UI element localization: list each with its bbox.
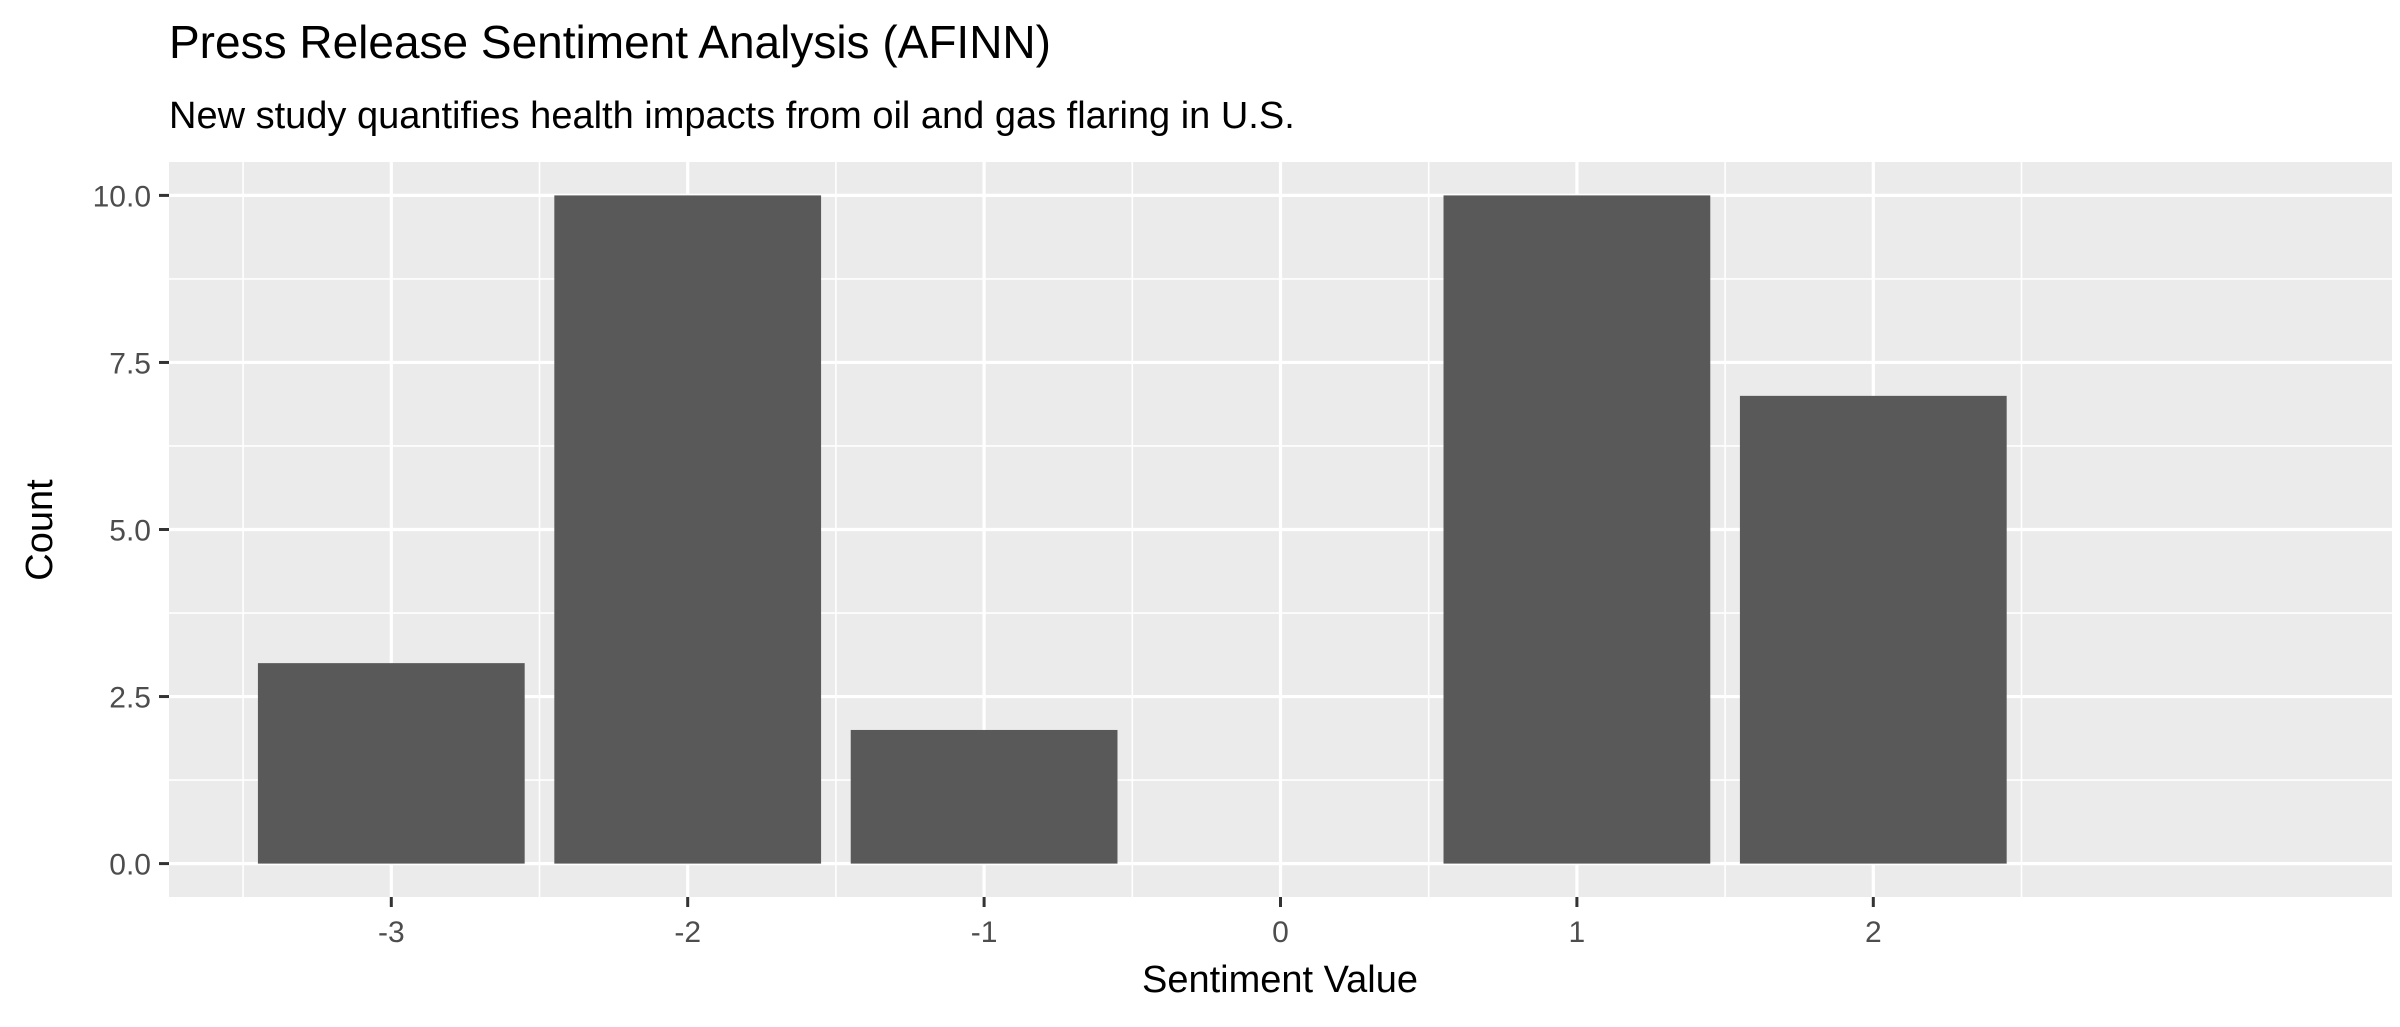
y-axis: 0.0 2.5 5.0 7.5 10.0 — [93, 180, 169, 882]
bars — [257, 195, 2007, 864]
x-tick-label: 1 — [1569, 916, 1586, 949]
x-tick-label: -3 — [378, 916, 405, 949]
x-axis-label: Sentiment Value — [1142, 959, 1418, 1001]
y-tick-label: 7.5 — [109, 347, 151, 380]
x-axis: -3 -2 -1 0 1 2 — [378, 897, 1882, 949]
x-tick-label: 0 — [1272, 916, 1289, 949]
y-tick-label: 2.5 — [109, 682, 151, 715]
chart-subtitle: New study quantifies health impacts from… — [169, 95, 1295, 137]
y-tick-label: 0.0 — [109, 849, 151, 882]
y-tick-label: 5.0 — [109, 515, 151, 548]
x-tick-label: 2 — [1865, 916, 1882, 949]
x-tick-label: -2 — [674, 916, 701, 949]
chart-title: Press Release Sentiment Analysis (AFINN) — [169, 16, 1051, 68]
bar — [554, 195, 822, 864]
y-axis-label: Count — [19, 479, 61, 581]
bar — [1739, 395, 2007, 864]
bar — [257, 663, 525, 864]
x-tick-label: -1 — [971, 916, 998, 949]
bar — [1443, 195, 1711, 864]
y-tick-label: 10.0 — [93, 180, 151, 213]
bar — [850, 729, 1118, 864]
